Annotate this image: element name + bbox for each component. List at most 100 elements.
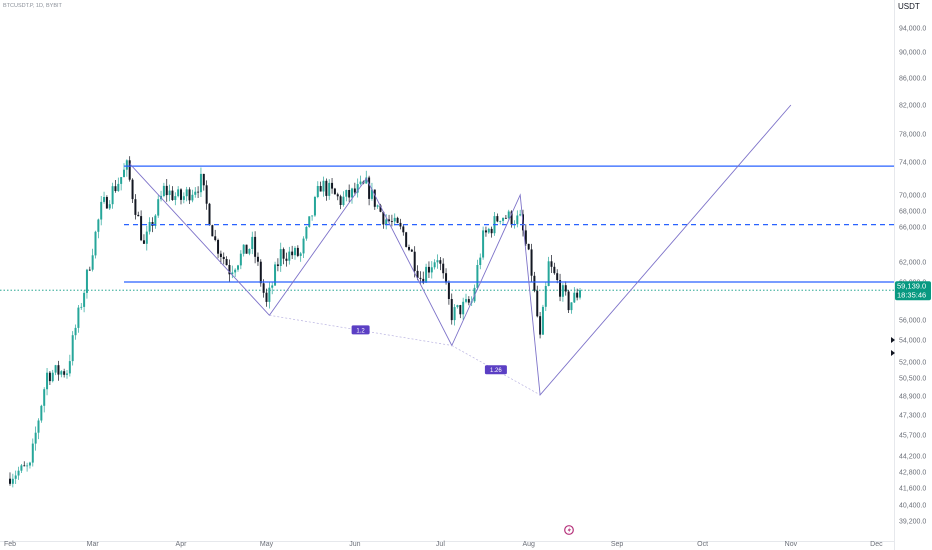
y-tick-label: 48,900.0 <box>899 394 926 401</box>
candle <box>425 263 428 283</box>
candle <box>43 387 46 413</box>
triangle-right-icon[interactable] <box>891 337 895 343</box>
candle <box>487 227 490 234</box>
candle <box>567 289 570 313</box>
candle <box>248 248 251 256</box>
y-tick-label: 39,200.0 <box>899 519 926 526</box>
candle <box>237 264 239 272</box>
candle <box>333 187 336 195</box>
candles-group <box>9 156 581 488</box>
candle <box>313 195 316 217</box>
candle <box>576 288 579 301</box>
lightning-icon[interactable] <box>564 525 574 535</box>
y-tick-label: 50,500.0 <box>899 376 926 383</box>
candle <box>553 262 556 275</box>
y-tick-label: 90,000.0 <box>899 50 926 57</box>
candle <box>23 461 26 467</box>
candle <box>336 192 339 201</box>
candle <box>328 179 331 200</box>
x-tick-label: Apr <box>176 541 188 548</box>
ratio-badge-label: 1.26 <box>490 368 502 374</box>
candle <box>217 238 220 259</box>
candle <box>442 258 445 279</box>
current-price-tag[interactable]: 59,139.0 18:35:46 <box>895 281 931 301</box>
candle <box>519 209 522 217</box>
candle <box>579 288 581 300</box>
y-tick-label: 52,000.0 <box>899 360 926 367</box>
y-tick-label: 66,000.0 <box>899 225 926 232</box>
candle <box>296 245 299 258</box>
candle <box>162 182 165 198</box>
candle <box>197 186 200 198</box>
y-tick-label: 54,000.0 <box>899 338 926 345</box>
candle <box>530 243 533 283</box>
candle <box>342 191 345 207</box>
candle <box>20 464 23 473</box>
candle <box>348 184 351 202</box>
candle <box>31 438 34 467</box>
candle <box>57 360 60 381</box>
candle <box>194 187 197 198</box>
y-tick-label: 62,000.0 <box>899 260 926 267</box>
candle <box>231 265 234 279</box>
x-tick-label: Oct <box>697 541 708 548</box>
candle <box>405 231 408 248</box>
candle <box>291 245 294 259</box>
y-tick-label: 47,300.0 <box>899 413 926 420</box>
candle <box>539 312 542 339</box>
candle <box>208 202 211 226</box>
candle <box>228 259 231 282</box>
candle <box>191 189 194 203</box>
candle <box>536 285 539 318</box>
pattern-group: 1.2 1.26 <box>129 104 792 396</box>
candle <box>402 224 405 236</box>
candle <box>305 226 308 241</box>
candle <box>339 194 342 210</box>
x-axis-ticks[interactable]: Feb Mar Apr May Jun Jul Aug Sep Oct Nov Dec <box>4 541 883 548</box>
candle <box>28 461 31 469</box>
candle <box>544 282 547 311</box>
candle <box>282 247 285 265</box>
candle <box>368 175 371 206</box>
candle <box>120 177 123 191</box>
candle <box>302 236 305 258</box>
unit-label: USDT <box>898 2 920 11</box>
levels-group <box>124 165 894 283</box>
candle <box>382 211 385 229</box>
candle <box>345 189 348 202</box>
candle <box>541 304 544 335</box>
candle <box>559 273 562 302</box>
candle <box>265 288 268 307</box>
candle <box>436 254 439 269</box>
x-tick-label: Nov <box>785 541 798 548</box>
y-axis-ticks[interactable]: 94,000.0 90,000.0 86,000.0 82,000.0 78,000.0… <box>899 26 926 526</box>
candle <box>276 258 279 272</box>
candle <box>148 217 151 235</box>
candle <box>154 214 157 229</box>
candle <box>80 303 83 310</box>
y-tick-label: 40,400.0 <box>899 503 926 510</box>
candle <box>17 466 20 480</box>
candle <box>410 248 413 252</box>
candle <box>46 368 49 396</box>
triangle-right-icon[interactable] <box>891 350 895 356</box>
candle <box>131 178 134 203</box>
candle <box>365 170 368 184</box>
candle <box>322 176 325 197</box>
candle <box>294 246 296 260</box>
candle <box>63 368 66 378</box>
candle <box>68 354 71 377</box>
candle <box>268 282 271 309</box>
candle <box>66 370 68 379</box>
candle <box>171 186 174 201</box>
candle <box>467 296 470 306</box>
candle <box>77 305 80 333</box>
symbol-title[interactable]: BTCUSDT.P, 1D, BYBIT <box>3 3 63 9</box>
candle <box>316 181 319 199</box>
candle <box>205 180 208 210</box>
candle <box>199 167 202 197</box>
candle <box>433 259 436 270</box>
candle <box>456 304 459 309</box>
